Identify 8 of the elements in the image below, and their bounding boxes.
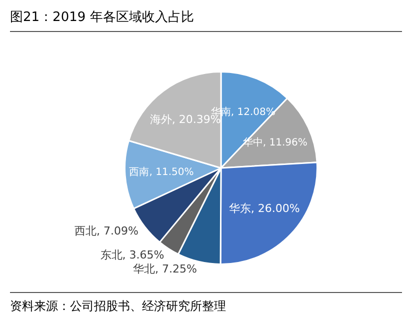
- slice-label: 西南, 11.50%: [129, 166, 194, 178]
- slice-label: 海外, 20.39%: [150, 113, 221, 126]
- slice-label: 华东, 26.00%: [228, 202, 300, 215]
- slice-label: 华北, 7.25%: [132, 262, 197, 276]
- slice-label: 西北, 7.09%: [74, 224, 138, 238]
- slice-label: 东北, 3.65%: [100, 248, 164, 262]
- chart-title: 图21：2019 年各区域收入占比: [10, 8, 402, 32]
- text: 资料来源：公司招股书、经济研究所整理: [10, 292, 402, 315]
